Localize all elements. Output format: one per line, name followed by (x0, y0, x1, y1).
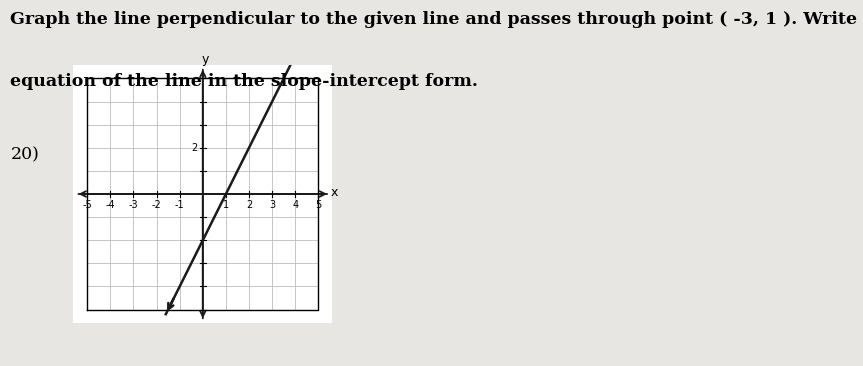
Text: 1: 1 (223, 201, 229, 210)
Text: x: x (331, 186, 338, 199)
Text: 20): 20) (10, 146, 39, 163)
Text: -5: -5 (82, 201, 92, 210)
Text: 5: 5 (315, 201, 322, 210)
Text: 2: 2 (246, 201, 252, 210)
Text: y: y (202, 53, 209, 66)
Text: -1: -1 (175, 201, 185, 210)
Text: -2: -2 (152, 201, 161, 210)
Text: -4: -4 (105, 201, 115, 210)
Text: equation of the line in the slope-intercept form.: equation of the line in the slope-interc… (10, 73, 478, 90)
Text: Graph the line perpendicular to the given line and passes through point ( -3, 1 : Graph the line perpendicular to the give… (10, 11, 863, 28)
Text: 2: 2 (192, 143, 198, 153)
Text: -3: -3 (129, 201, 138, 210)
Text: 3: 3 (269, 201, 275, 210)
Text: 4: 4 (293, 201, 299, 210)
